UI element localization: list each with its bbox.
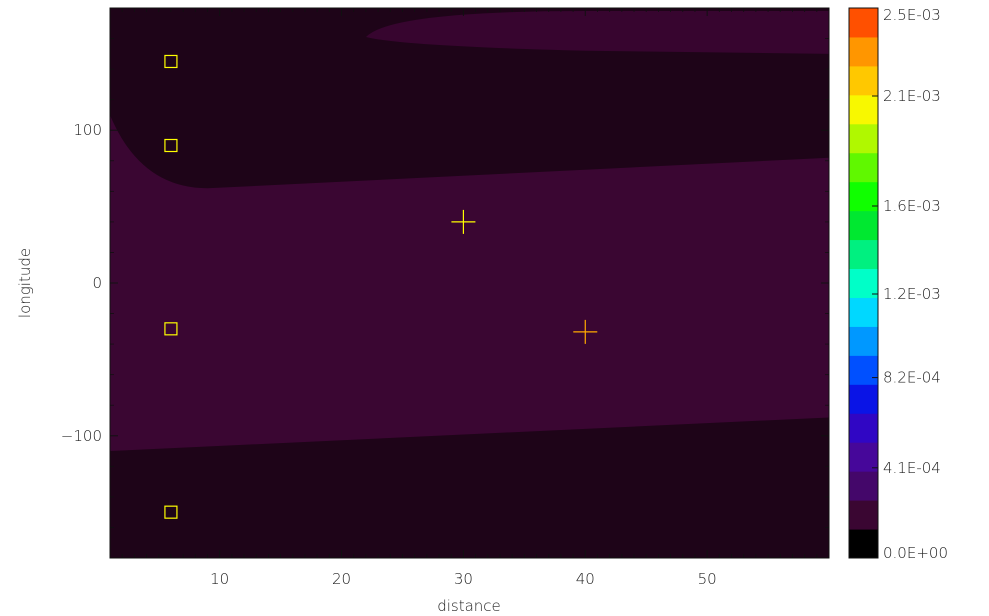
colorbar-tick-label: 2.1E-03 <box>883 87 941 105</box>
x-axis-title: distance <box>437 597 501 615</box>
y-tick-label: 0 <box>92 274 102 292</box>
marker-layer <box>164 54 598 519</box>
colorbar-tick-label: 1.6E-03 <box>883 197 941 215</box>
colorbar-level-2 <box>849 471 878 501</box>
y-axis: 100 0 −100 <box>61 38 829 528</box>
square-marker-2 <box>164 322 178 336</box>
colorbar-level-17 <box>849 36 878 67</box>
colorbar-level-10 <box>849 239 878 270</box>
colorbar-tick-label: 2.5E-03 <box>883 6 941 24</box>
colorbar-frame <box>848 7 879 559</box>
x-axis: 10 20 30 40 50 <box>121 8 818 588</box>
x-tick-label: 10 <box>210 570 229 588</box>
plot-area <box>110 8 829 558</box>
middle-band-shape <box>110 114 829 452</box>
colorbar-tick-label: 4.1E-04 <box>883 459 941 477</box>
colorbar: 0.0E+00 4.1E-04 8.2E-04 1.2E-03 1.6E-03 2.1E-… <box>848 6 948 562</box>
cross-marker-1 <box>573 319 598 344</box>
colorbar-level-14 <box>849 123 878 154</box>
colorbar-level-0 <box>849 529 878 559</box>
colorbar-level-18 <box>849 8 878 38</box>
colorbar-tick-label: 8.2E-04 <box>883 369 941 387</box>
colorbar-level-7 <box>849 326 878 356</box>
y-axis-title: longitude <box>16 248 34 318</box>
colorbar-level-12 <box>849 181 878 212</box>
square-marker-0 <box>164 54 178 69</box>
x-tick-label: 50 <box>698 570 717 588</box>
colorbar-level-3 <box>849 442 878 472</box>
colorbar-tick-label: 1.2E-03 <box>883 285 941 303</box>
colorbar-tick-label: 0.0E+00 <box>883 544 948 562</box>
y-tick-label: 100 <box>73 121 102 139</box>
colorbar-level-8 <box>849 297 878 327</box>
colorbar-level-15 <box>849 94 878 125</box>
colorbar-level-5 <box>849 384 878 414</box>
cross-marker-0 <box>451 209 476 234</box>
colorbar-level-6 <box>849 355 878 385</box>
square-marker-3 <box>164 505 178 519</box>
colorbar-level-1 <box>849 500 878 530</box>
colorbar-level-16 <box>849 65 878 96</box>
upper-band-shape <box>365 11 829 54</box>
square-marker-1 <box>164 138 178 153</box>
colorbar-level-13 <box>849 152 878 183</box>
x-tick-label: 30 <box>454 570 473 588</box>
colorbar-level-11 <box>849 210 878 241</box>
x-tick-label: 40 <box>576 570 595 588</box>
y-tick-label: −100 <box>61 427 102 445</box>
colorbar-level-9 <box>849 268 878 298</box>
colorbar-level-4 <box>849 413 878 443</box>
upper-contour-band <box>110 11 829 452</box>
x-tick-label: 20 <box>332 570 351 588</box>
